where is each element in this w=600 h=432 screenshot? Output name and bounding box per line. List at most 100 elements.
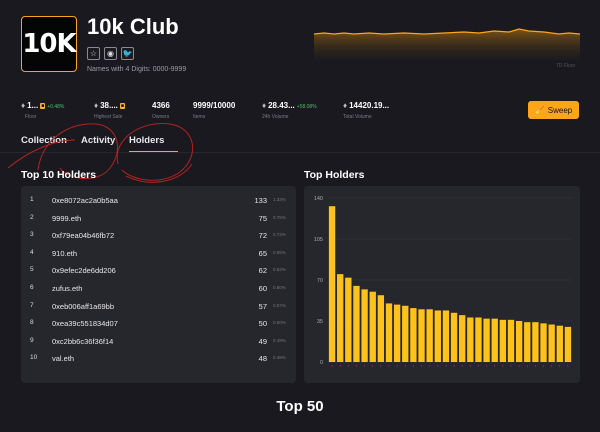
top-50-title: Top 50 xyxy=(276,398,324,415)
holder-row[interactable]: 5 0x9efec2de6dd206 62 0.62% xyxy=(21,264,295,281)
holder-address[interactable]: zufus.eth xyxy=(52,284,83,293)
chart-bar[interactable] xyxy=(532,322,539,362)
chart-bar[interactable] xyxy=(385,303,393,362)
chart-bar[interactable] xyxy=(467,317,474,362)
star-icon[interactable]: ☆ xyxy=(87,47,100,60)
chart-bar[interactable] xyxy=(418,309,425,362)
tab-activity[interactable]: Activity xyxy=(81,135,116,146)
chart-bar[interactable] xyxy=(410,308,417,362)
holder-count: 75 xyxy=(258,213,267,223)
holder-count: 57 xyxy=(258,301,267,311)
top-holders-table: 1 0xe8072ac2a0b5aa 133 1.33% 2 9999.eth 75 0.75… xyxy=(21,186,296,383)
holder-rank: 3 xyxy=(30,231,34,239)
chart-bar[interactable] xyxy=(499,319,507,362)
floor-area xyxy=(314,29,580,60)
sweep-button[interactable]: 🧹 Sweep xyxy=(528,101,579,119)
holder-row[interactable]: 2 9999.eth 75 0.75% xyxy=(21,212,295,229)
chart-bar[interactable] xyxy=(434,310,441,362)
chart-bar[interactable] xyxy=(442,310,450,362)
chart-bar[interactable] xyxy=(393,304,401,362)
holder-percent: 1.33% xyxy=(273,197,286,202)
chart-bar[interactable] xyxy=(361,289,368,362)
holder-row[interactable]: 4 910.eth 65 0.65% xyxy=(21,247,295,264)
holder-address[interactable]: 0xeb006aff1a69bb xyxy=(52,301,115,311)
y-tick-label: 105 xyxy=(314,237,323,243)
holder-row[interactable]: 1 0xe8072ac2a0b5aa 133 1.33% xyxy=(21,194,295,211)
floor-price-chart xyxy=(314,28,580,60)
holder-address[interactable]: 9999.eth xyxy=(52,213,82,223)
holder-address[interactable]: 0xe8072ac2a0b5aa xyxy=(52,196,118,205)
holder-percent: 0.62% xyxy=(273,267,286,273)
chart-bar[interactable] xyxy=(426,309,433,362)
tab-divider xyxy=(0,152,600,153)
holder-rank: 6 xyxy=(30,284,34,291)
chart-bar[interactable] xyxy=(475,317,482,362)
stat-24h-volume: ♦ 28.43... +58.08% xyxy=(262,101,317,110)
holder-row[interactable]: 7 0xeb006aff1a69bb 57 0.57% xyxy=(21,300,295,317)
stat-total-volume: ♦ 14420.19... xyxy=(343,101,390,110)
holder-count: 62 xyxy=(258,266,267,276)
top-holders-chart-title: Top Holders xyxy=(304,169,365,181)
holder-count: 50 xyxy=(258,319,267,329)
holder-address[interactable]: 0x9efec2de6dd206 xyxy=(52,266,116,276)
token-icon: ■ xyxy=(119,103,125,109)
holder-address[interactable]: 0xc2bb6c36f36f14 xyxy=(52,336,114,346)
chart-bar[interactable] xyxy=(491,318,498,362)
chart-bar[interactable] xyxy=(459,315,466,362)
chart-bar[interactable] xyxy=(483,318,490,362)
broom-icon: 🧹 xyxy=(534,105,545,115)
twitter-icon[interactable]: 🐦 xyxy=(121,47,134,60)
holder-count: 48 xyxy=(258,354,267,364)
tab-holders[interactable]: Holders xyxy=(129,135,165,146)
holder-row[interactable]: 6 zufus.eth 60 0.60% xyxy=(21,282,295,299)
holder-count: 60 xyxy=(258,284,267,293)
holder-percent: 0.49% xyxy=(273,337,286,343)
chart-bar[interactable] xyxy=(328,206,336,362)
chart-bar[interactable] xyxy=(507,319,515,362)
holder-row[interactable]: 9 0xc2bb6c36f36f14 49 0.49% xyxy=(21,335,295,352)
chart-bar[interactable] xyxy=(524,322,531,362)
holder-address[interactable]: 0xea39c551834d07 xyxy=(52,319,118,329)
holder-row[interactable]: 8 0xea39c551834d07 50 0.50% xyxy=(21,317,295,334)
chart-bar[interactable] xyxy=(345,277,352,362)
stat-highest-sale: ♦ 38.... ■ xyxy=(94,101,125,110)
chart-bar[interactable] xyxy=(402,305,409,362)
discord-icon[interactable]: ◉ xyxy=(104,47,117,60)
y-tick-label: 35 xyxy=(317,319,323,325)
holder-address[interactable]: val.eth xyxy=(52,354,75,364)
holder-percent: 0.50% xyxy=(273,320,286,326)
holder-address[interactable]: 910.eth xyxy=(52,248,78,258)
token-icon: ■ xyxy=(40,103,46,109)
chart-bar[interactable] xyxy=(369,291,376,362)
tab-collection[interactable]: Collection xyxy=(21,135,67,146)
holder-address[interactable]: 0xf79ea04b46fb72 xyxy=(52,231,115,241)
stat-total-volume-label: Total Volume xyxy=(343,114,372,120)
chart-bar[interactable] xyxy=(556,325,563,362)
holder-row[interactable]: 3 0xf79ea04b46fb72 72 0.72% xyxy=(21,229,295,246)
holder-rank: 2 xyxy=(30,213,34,221)
y-tick-label: 70 xyxy=(317,278,323,284)
stat-floor-label: Floor xyxy=(25,114,37,120)
eth-icon: ♦ xyxy=(94,101,99,110)
holder-percent: 0.48% xyxy=(273,355,286,361)
stat-highest-sale-label: Highest Sale xyxy=(94,114,123,120)
holder-rank: 8 xyxy=(30,319,34,327)
chart-bar[interactable] xyxy=(548,324,555,362)
top-holders-chart-panel: 0 35 70 105 140 xyxy=(304,186,580,383)
chart-bar[interactable] xyxy=(353,285,360,362)
collection-logo: 10K xyxy=(21,16,77,72)
holder-rank: 10 xyxy=(30,354,38,362)
chart-bar[interactable] xyxy=(377,295,385,362)
holder-rank: 4 xyxy=(30,248,34,256)
chart-bar[interactable] xyxy=(337,274,344,362)
holder-row[interactable]: 10 val.eth 48 0.48% xyxy=(21,352,295,369)
chart-bar[interactable] xyxy=(564,326,572,362)
chart-bar[interactable] xyxy=(540,323,547,362)
holder-percent: 0.65% xyxy=(273,249,286,255)
holder-count: 72 xyxy=(258,231,267,241)
chart-bar[interactable] xyxy=(450,312,458,362)
chart-bar[interactable] xyxy=(515,321,523,362)
y-tick-label: 140 xyxy=(314,196,323,202)
holder-rank: 7 xyxy=(30,301,34,309)
holder-rank: 1 xyxy=(30,196,34,203)
